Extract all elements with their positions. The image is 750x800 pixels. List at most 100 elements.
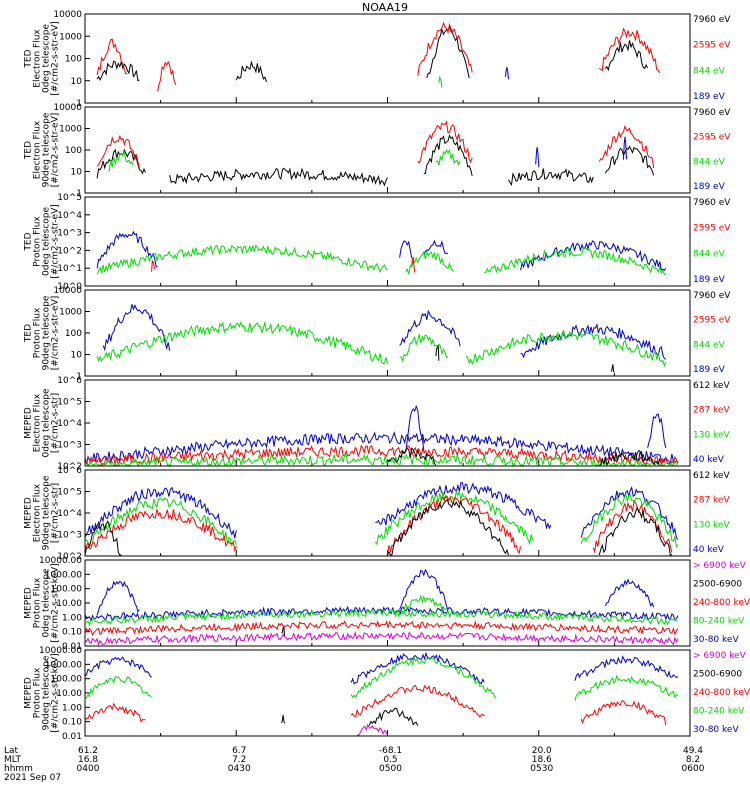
panel-frame (84, 13, 691, 104)
series-line-blue (96, 230, 158, 269)
legend-entry: 844 eV (693, 340, 726, 350)
y-tick-label: 100.00 (51, 585, 83, 595)
y-tick-label: 10^4 (57, 419, 82, 429)
y-axis-label-line: 90deg telescope (42, 295, 52, 370)
footer-value: 7.2 (232, 755, 246, 765)
series-line-green (399, 334, 449, 363)
footer-row-label: hhmm (4, 764, 33, 774)
y-axis-label-line: Electron Flux (33, 483, 43, 542)
series-line-red (151, 260, 156, 272)
y-tick-label: 10000.00 (39, 646, 82, 656)
legend-entry: 7960 eV (693, 15, 731, 25)
y-tick-label: 10^5 (57, 398, 82, 408)
legend-entry: 287 keV (693, 496, 730, 506)
series-line-blue (102, 304, 171, 352)
y-tick-label: 1000.00 (45, 570, 82, 580)
y-axis-label: MEPED Proton Flux 90deg telescope [#/cm2-s-… (24, 653, 61, 732)
series-line-red (411, 256, 416, 273)
series-line-blue (84, 431, 678, 465)
y-tick-label: 10^1 (57, 264, 82, 274)
footer-value: 61.2 (78, 746, 98, 756)
footer-value: 8.2 (686, 755, 700, 765)
series-line-red (598, 124, 655, 169)
series-line-green (465, 330, 667, 368)
legend-entry: 189 eV (693, 365, 726, 375)
series-line-red (96, 134, 140, 168)
series-line-red (157, 60, 177, 92)
y-axis-label-line: 0deg telescope (42, 388, 52, 458)
series-line-black (435, 345, 440, 361)
legend-entry: 80-240 keV (693, 707, 745, 717)
series-line-red (592, 500, 673, 554)
series-line-green (574, 674, 679, 701)
y-axis-label-line: [#/cm2-s-str] (51, 483, 61, 543)
series-line-black (84, 520, 122, 556)
series-line-black (281, 714, 286, 724)
series-line-blue (84, 486, 237, 539)
y-axis-label-line: MEPED (24, 677, 34, 709)
legend-entry: 2595 eV (693, 133, 731, 143)
y-axis-label-line: [#/cm2-s-str-eV] (51, 21, 61, 96)
y-tick-label: 1 (76, 189, 82, 199)
y-axis-label-line: [#/cm2-s-str-eV] (51, 113, 61, 188)
y-axis-label-line: MEPED (24, 497, 34, 529)
y-axis-label: TED Proton Flux 0deg telescope [#/cm2-s-str… (24, 204, 61, 279)
series-line-red (417, 120, 473, 164)
y-tick-label: 10^3 (57, 531, 82, 541)
series-line-green (438, 75, 443, 88)
series-line-blue (84, 656, 152, 678)
y-tick-label: 10000 (53, 286, 82, 296)
series-line-black (599, 451, 661, 466)
series-line-red (598, 27, 661, 74)
footer-value: -68.1 (379, 746, 402, 756)
legend-entry: 189 eV (693, 275, 726, 285)
y-tick-label: 10^4 (57, 211, 82, 221)
series-line-magenta (357, 723, 388, 736)
y-axis-label-line: MEPED (24, 587, 34, 619)
legend-entry: 240-800 keV (693, 598, 750, 608)
series-line-green (96, 321, 388, 365)
y-axis-label-line: Proton Flux (33, 667, 43, 718)
y-tick-label: 10^0 (57, 282, 82, 292)
series-line-black (387, 447, 437, 466)
series-line-green (96, 244, 388, 275)
footer-value: 18.6 (532, 755, 552, 765)
panel-meped-e-0: 10^2 10^3 10^4 10^5 10^6 MEPED Electron Flux 0d… (24, 376, 731, 472)
y-axis-label: TED Proton Flux 90deg telescope [#/cm2-s-st… (24, 295, 61, 370)
series-line-black (387, 498, 509, 556)
y-axis-label-line: 0deg telescope (42, 207, 52, 277)
footer-value: 0530 (530, 764, 553, 774)
series-line-blue (604, 578, 655, 608)
y-tick-label: 100 (65, 146, 82, 156)
series-line-black (598, 506, 672, 556)
panel-meped-p-90: 0.010.101.0010.00100.001000.0010000.00ME… (24, 646, 750, 742)
y-axis-label-line: TED (24, 141, 34, 160)
footer-value: 0600 (682, 764, 705, 774)
y-tick-label: 10^2 (57, 462, 82, 472)
footer-value: 0.5 (383, 755, 397, 765)
y-tick-label: 1 (76, 372, 82, 382)
legend-entry: 80-240 keV (693, 617, 745, 627)
footer-row-label: MLT (4, 755, 22, 765)
panel-frame (84, 469, 691, 557)
y-tick-label: 1.00 (62, 703, 82, 713)
y-tick-label: 10^6 (57, 466, 82, 476)
series-line-green (580, 492, 679, 549)
y-tick-label: 100 (65, 55, 82, 65)
panel-frame (84, 559, 691, 647)
footer-value: 6.7 (232, 746, 246, 756)
y-tick-label: 1.00 (62, 613, 82, 623)
y-tick-label: 10000 (53, 103, 82, 113)
legend-entry: 7960 eV (693, 291, 731, 301)
series-line-blue (520, 240, 667, 272)
series-line-green (399, 594, 449, 616)
y-axis-label-line: 0deg telescope (42, 24, 52, 94)
y-axis-label-line: Proton Flux (33, 307, 43, 358)
legend-entry: 189 eV (693, 182, 726, 192)
panel-meped-p-0: 0.010.101.0010.00100.001000.0010000.00ME… (24, 556, 750, 652)
panel-frame (84, 649, 691, 737)
legend-entry: 612 keV (693, 381, 730, 391)
